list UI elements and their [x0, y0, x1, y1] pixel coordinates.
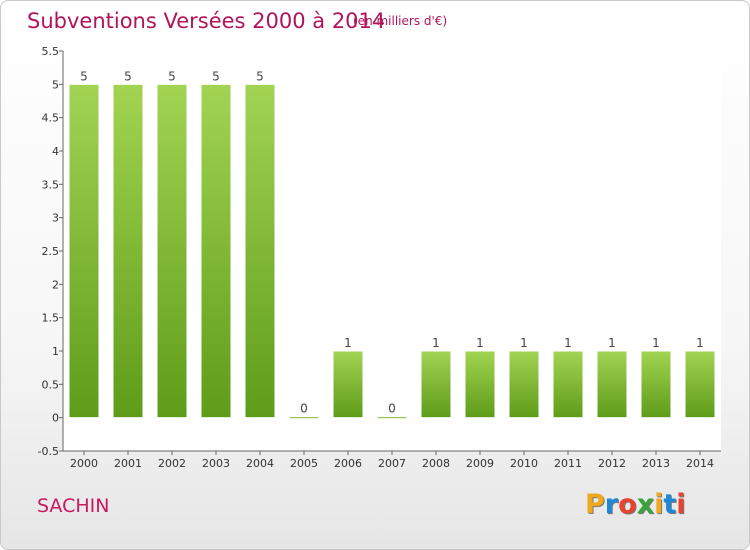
bars: 5 5 5 5 5 0 1 0 1 1 1 1 1 1 1 — [68, 69, 716, 420]
x-axis: 2000 2001 2002 2003 2004 2005 2006 2007 2008 2009… — [63, 450, 721, 470]
bar-2012 — [596, 350, 628, 419]
bar-2005 — [288, 416, 320, 420]
bar-data-label: 1 — [432, 336, 440, 350]
y-tick-label: 4.5 — [42, 112, 60, 125]
bar-data-label: 0 — [388, 402, 396, 416]
bar-data-label: 1 — [476, 336, 484, 350]
bar-data-label: 1 — [652, 336, 660, 350]
y-tick-label: 3.5 — [42, 178, 60, 191]
x-tick-label: 2000 — [70, 457, 98, 470]
bar-data-label: 1 — [564, 336, 572, 350]
y-tick-label: 1.5 — [42, 312, 60, 325]
bar-data-label: 1 — [344, 336, 352, 350]
logo-letter: x — [636, 489, 655, 520]
y-tick-label: 1 — [52, 345, 59, 358]
logo-letter: i — [676, 489, 686, 520]
x-tick-label: 2005 — [290, 457, 318, 470]
y-tick-label: 5 — [52, 78, 59, 91]
x-tick-label: 2003 — [202, 457, 230, 470]
bar-2009 — [464, 350, 496, 419]
bar-2002 — [156, 83, 188, 419]
x-tick-label: 2006 — [334, 457, 362, 470]
y-tick-label: 2 — [52, 278, 59, 291]
bar-2008 — [420, 350, 452, 419]
x-tick-label: 2013 — [642, 457, 670, 470]
commune-name: SACHIN — [37, 495, 110, 517]
bar-2007 — [376, 416, 408, 420]
bar-data-label: 5 — [168, 69, 176, 83]
bar-data-label: 5 — [256, 69, 264, 83]
bar-data-label: 5 — [212, 69, 220, 83]
y-tick-label: 2.5 — [42, 245, 60, 258]
logo-letter: i — [654, 489, 664, 520]
bar-2000 — [68, 83, 100, 419]
bar-data-label: 1 — [608, 336, 616, 350]
bar-2003 — [200, 83, 232, 419]
bar-2004 — [244, 83, 276, 419]
x-tick-label: 2009 — [466, 457, 494, 470]
x-tick-label: 2008 — [422, 457, 450, 470]
bar-2011 — [552, 350, 584, 419]
y-tick-label: 3 — [52, 212, 59, 225]
x-tick-label: 2007 — [378, 457, 406, 470]
x-tick-label: 2002 — [158, 457, 186, 470]
x-tick-label: 2014 — [686, 457, 714, 470]
logo-letter: r — [604, 489, 619, 520]
logo-letter: o — [618, 489, 637, 520]
proxiti-logo[interactable]: Proxiti — [585, 489, 686, 520]
y-tick-label: -0.5 — [38, 445, 59, 458]
logo-letter: P — [585, 489, 605, 520]
bar-data-label: 5 — [80, 69, 88, 83]
bar-data-label: 1 — [520, 336, 528, 350]
bar-2006 — [332, 350, 364, 419]
y-tick-label: 5.5 — [42, 45, 60, 58]
bar-data-label: 0 — [300, 402, 308, 416]
x-tick-label: 2012 — [598, 457, 626, 470]
x-tick-label: 2001 — [114, 457, 142, 470]
bar-2001 — [112, 83, 144, 419]
logo-letter: t — [663, 489, 677, 520]
bar-2013 — [640, 350, 672, 419]
y-axis: -0.5 0 0.5 1 1.5 2 2.5 3 3.5 4 4.5 5 5.5 — [38, 45, 64, 458]
bar-2014 — [684, 350, 716, 419]
y-tick-label: 0 — [52, 412, 59, 425]
x-tick-label: 2004 — [246, 457, 274, 470]
bar-2010 — [508, 350, 540, 419]
bar-data-label: 5 — [124, 69, 132, 83]
x-tick-label: 2010 — [510, 457, 538, 470]
y-tick-label: 4 — [52, 145, 59, 158]
x-tick-label: 2011 — [554, 457, 582, 470]
chart-title: Subventions Versées 2000 à 2014 — [27, 9, 386, 33]
y-tick-label: 0.5 — [42, 378, 60, 391]
chart-subtitle: (en milliers d'€) — [353, 14, 448, 28]
bar-data-label: 1 — [696, 336, 704, 350]
